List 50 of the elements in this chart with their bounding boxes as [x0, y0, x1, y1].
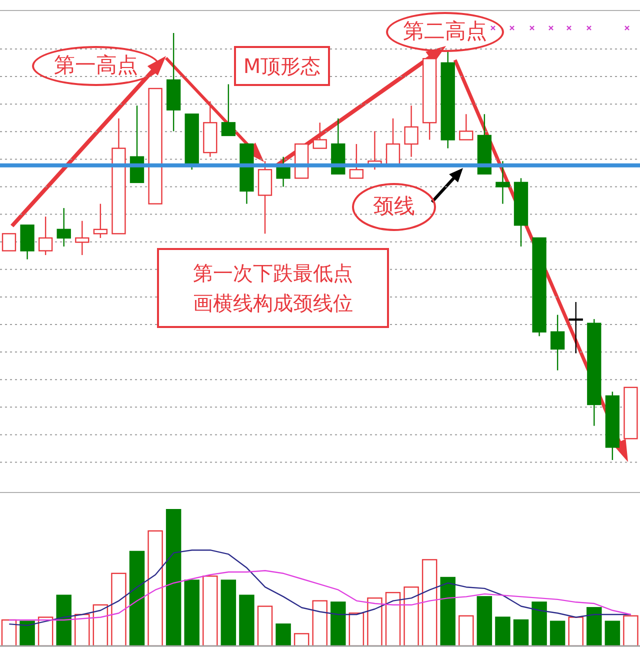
bar: [568, 616, 584, 646]
bar: [367, 597, 382, 646]
candlestick: [312, 122, 327, 149]
candlestick: [404, 104, 418, 158]
bar: [495, 616, 510, 646]
candlestick: [221, 84, 236, 136]
bar: [312, 600, 328, 646]
candlestick: [75, 220, 90, 256]
candlestick: [459, 114, 474, 140]
bar: [148, 530, 163, 646]
candlestick: [349, 143, 364, 179]
candlestick: [56, 207, 71, 248]
bar: [440, 576, 456, 646]
annotation: 第一高点: [54, 52, 138, 80]
bar: [550, 620, 566, 646]
bar: [74, 614, 90, 646]
bar: [129, 550, 145, 646]
bar: [513, 619, 529, 646]
bar: [56, 594, 72, 646]
bar: [422, 559, 438, 646]
candlestick: [496, 160, 510, 204]
bar: [202, 576, 218, 646]
bar: [458, 615, 474, 646]
candlestick: [568, 301, 583, 354]
bar: [348, 612, 364, 646]
bar: [294, 633, 310, 646]
bar: [184, 580, 200, 646]
bar: [92, 604, 108, 646]
bar: [220, 580, 236, 646]
bar: [586, 607, 602, 646]
bar: [111, 572, 126, 646]
bar: [330, 602, 346, 646]
bar: [604, 620, 620, 646]
bar: [20, 620, 35, 646]
bar: [257, 606, 273, 646]
bar: [239, 594, 254, 646]
bar: [166, 509, 182, 646]
candlestick: [93, 203, 108, 239]
annotation: M顶形态: [243, 53, 321, 80]
candlestick: [38, 216, 53, 256]
bar: [476, 596, 492, 646]
bar: [385, 592, 401, 646]
bar: [38, 616, 54, 646]
candlestick: [550, 314, 565, 371]
annotation: 颈线: [373, 193, 415, 220]
bar: [276, 623, 291, 646]
annotation: 第二高点: [403, 18, 487, 46]
annotation: 第一次下跌最低点画横线构成颈线位: [192, 260, 354, 317]
bar: [404, 586, 419, 646]
bar: [532, 602, 547, 646]
